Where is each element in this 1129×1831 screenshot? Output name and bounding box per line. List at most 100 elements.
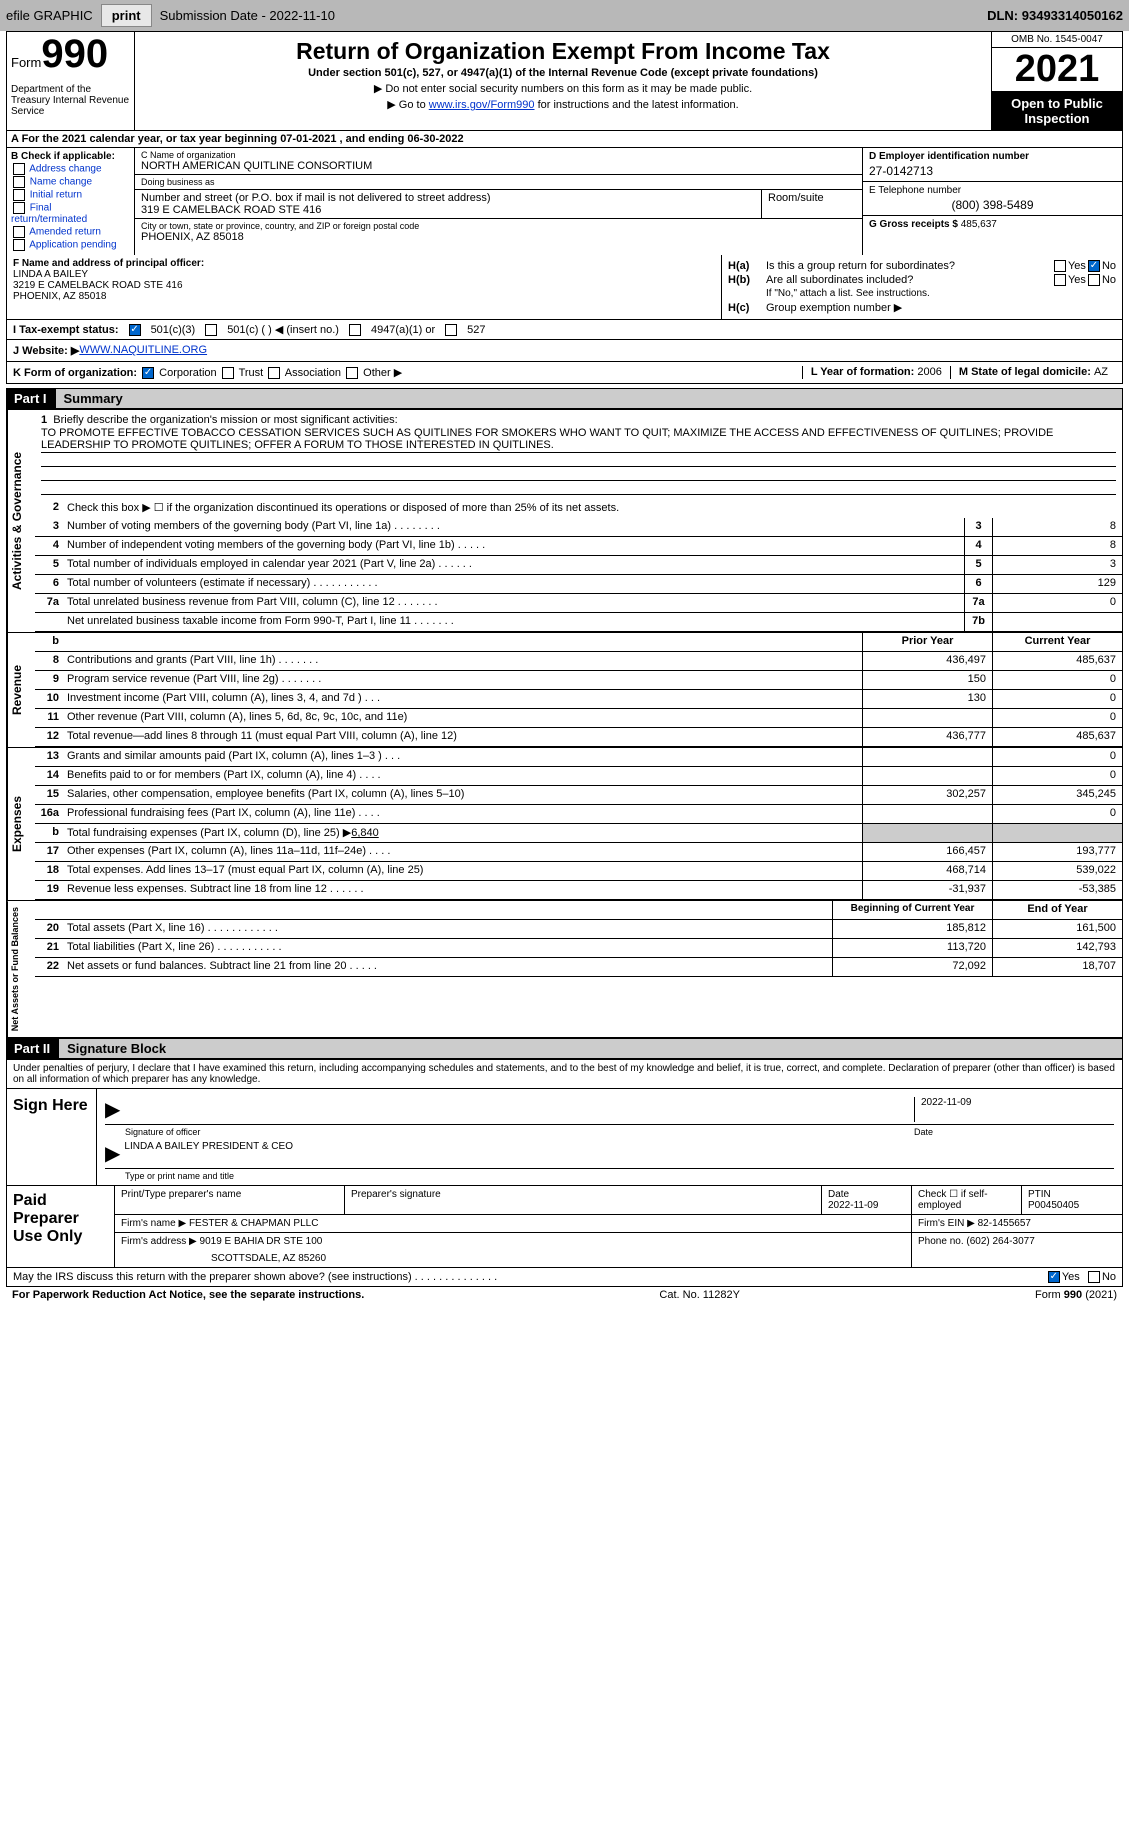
- line17-desc: Other expenses (Part IX, column (A), lin…: [63, 843, 862, 861]
- line9-desc: Program service revenue (Part VIII, line…: [63, 671, 862, 689]
- form-title: Return of Organization Exempt From Incom…: [141, 38, 985, 65]
- opt-address-change[interactable]: Address change: [11, 163, 130, 175]
- opt-name-change[interactable]: Name change: [11, 176, 130, 188]
- line2-desc: Check this box ▶ ☐ if the organization d…: [63, 499, 1122, 518]
- line13-desc: Grants and similar amounts paid (Part IX…: [63, 748, 862, 766]
- opt-final-return[interactable]: Final return/terminated: [11, 202, 130, 225]
- line4-desc: Number of independent voting members of …: [63, 537, 964, 555]
- line7a-val: 0: [992, 594, 1122, 612]
- hb-prefix: H(b): [728, 274, 766, 286]
- line-a: A For the 2021 calendar year, or tax yea…: [6, 131, 1123, 148]
- opt-initial-return[interactable]: Initial return: [11, 189, 130, 201]
- addr-label: Number and street (or P.O. box if mail i…: [141, 192, 755, 204]
- footer-left: For Paperwork Reduction Act Notice, see …: [12, 1289, 364, 1301]
- line11-desc: Other revenue (Part VIII, column (A), li…: [63, 709, 862, 727]
- 4947-checkbox[interactable]: [349, 324, 361, 336]
- footer-form: Form 990 (2021): [1035, 1289, 1117, 1301]
- line15-prior: 302,257: [862, 786, 992, 804]
- line5-val: 3: [992, 556, 1122, 574]
- line11-prior: [862, 709, 992, 727]
- line16b-curr: [992, 824, 1122, 842]
- line7a-desc: Total unrelated business revenue from Pa…: [63, 594, 964, 612]
- 501c3-checkbox[interactable]: ✓: [129, 324, 141, 336]
- ha-yes-checkbox[interactable]: [1054, 260, 1066, 272]
- discuss-yes-checkbox[interactable]: ✓: [1048, 1271, 1060, 1283]
- self-employed-label: Check ☐ if self-employed: [912, 1186, 1022, 1214]
- preparer-date-label: Date: [828, 1189, 905, 1200]
- 501c-checkbox[interactable]: [205, 324, 217, 336]
- firm-addr2: SCOTTSDALE, AZ 85260: [121, 1253, 905, 1264]
- note-ssn: ▶ Do not enter social security numbers o…: [141, 82, 985, 95]
- box-b-title: B Check if applicable:: [11, 151, 130, 162]
- street-address: 319 E CAMELBACK ROAD STE 416: [141, 204, 755, 216]
- website-link[interactable]: WWW.NAQUITLINE.ORG: [79, 344, 207, 357]
- print-button[interactable]: print: [101, 4, 152, 27]
- line17-prior: 166,457: [862, 843, 992, 861]
- line6-val: 129: [992, 575, 1122, 593]
- ha-prefix: H(a): [728, 260, 766, 272]
- vtab-expenses: Expenses: [7, 748, 35, 900]
- city-state-zip: PHOENIX, AZ 85018: [141, 231, 856, 243]
- line9-prior: 150: [862, 671, 992, 689]
- line14-curr: 0: [992, 767, 1122, 785]
- gross-label: G Gross receipts $: [869, 219, 961, 230]
- current-year-hdr: Current Year: [992, 633, 1122, 651]
- opt-pending[interactable]: Application pending: [11, 239, 130, 251]
- inspection-label: Open to Public Inspection: [992, 92, 1122, 130]
- print-name-label: Type or print name and title: [105, 1171, 1114, 1181]
- line20-desc: Total assets (Part X, line 16) . . . . .…: [63, 920, 832, 938]
- line20-end: 161,500: [992, 920, 1122, 938]
- line3-desc: Number of voting members of the governin…: [63, 518, 964, 536]
- officer-addr1: 3219 E CAMELBACK ROAD STE 416: [13, 280, 715, 291]
- ein-label: D Employer identification number: [869, 151, 1116, 162]
- tax-status-label: I Tax-exempt status:: [13, 324, 119, 336]
- line18-desc: Total expenses. Add lines 13–17 (must eq…: [63, 862, 862, 880]
- 527-checkbox[interactable]: [445, 324, 457, 336]
- line-i: I Tax-exempt status: ✓501(c)(3) 501(c) (…: [6, 320, 1123, 340]
- sig-officer-line: [124, 1097, 914, 1122]
- prior-year-hdr: Prior Year: [862, 633, 992, 651]
- toolbar: efile GRAPHIC print Submission Date - 20…: [0, 0, 1129, 31]
- hb-no-checkbox[interactable]: [1088, 274, 1100, 286]
- dln: DLN: 93493314050162: [987, 8, 1123, 23]
- line21-end: 142,793: [992, 939, 1122, 957]
- line7b-desc: Net unrelated business taxable income fr…: [63, 613, 964, 631]
- hc-prefix: H(c): [728, 302, 766, 314]
- preparer-sig-label: Preparer's signature: [351, 1189, 815, 1200]
- hb-yes-checkbox[interactable]: [1054, 274, 1066, 286]
- ha-label: Is this a group return for subordinates?: [766, 260, 1052, 272]
- discuss-no-checkbox[interactable]: [1088, 1271, 1100, 1283]
- sig-officer-label: Signature of officer: [105, 1127, 914, 1137]
- line19-desc: Revenue less expenses. Subtract line 18 …: [63, 881, 862, 899]
- irs-link[interactable]: www.irs.gov/Form990: [429, 99, 535, 111]
- form-header: Form990 Department of the Treasury Inter…: [6, 31, 1123, 131]
- sign-here-label: Sign Here: [7, 1089, 97, 1185]
- line16a-curr: 0: [992, 805, 1122, 823]
- other-checkbox[interactable]: [346, 367, 358, 379]
- form-org-label: K Form of organization:: [13, 367, 137, 379]
- mission-text: TO PROMOTE EFFECTIVE TOBACCO CESSATION S…: [41, 426, 1116, 453]
- line4-val: 8: [992, 537, 1122, 555]
- assoc-checkbox[interactable]: [268, 367, 280, 379]
- corp-checkbox[interactable]: ✓: [142, 367, 154, 379]
- opt-amended[interactable]: Amended return: [11, 226, 130, 238]
- line19-curr: -53,385: [992, 881, 1122, 899]
- line10-prior: 130: [862, 690, 992, 708]
- vtab-revenue: Revenue: [7, 633, 35, 747]
- ptin-label: PTIN: [1028, 1189, 1116, 1200]
- form-number: 990: [41, 32, 108, 76]
- line12-curr: 485,637: [992, 728, 1122, 746]
- line16a-desc: Professional fundraising fees (Part IX, …: [63, 805, 862, 823]
- line3-val: 8: [992, 518, 1122, 536]
- line10-curr: 0: [992, 690, 1122, 708]
- firm-phone: (602) 264-3077: [966, 1236, 1034, 1247]
- line20-beg: 185,812: [832, 920, 992, 938]
- trust-checkbox[interactable]: [222, 367, 234, 379]
- line8-curr: 485,637: [992, 652, 1122, 670]
- discuss-question: May the IRS discuss this return with the…: [13, 1271, 1046, 1283]
- sig-arrow-icon: ▶: [105, 1097, 120, 1122]
- part2-header: Part II: [6, 1038, 58, 1059]
- ha-no-checkbox[interactable]: ✓: [1088, 260, 1100, 272]
- line19-prior: -31,937: [862, 881, 992, 899]
- tax-year: 2021: [992, 48, 1122, 92]
